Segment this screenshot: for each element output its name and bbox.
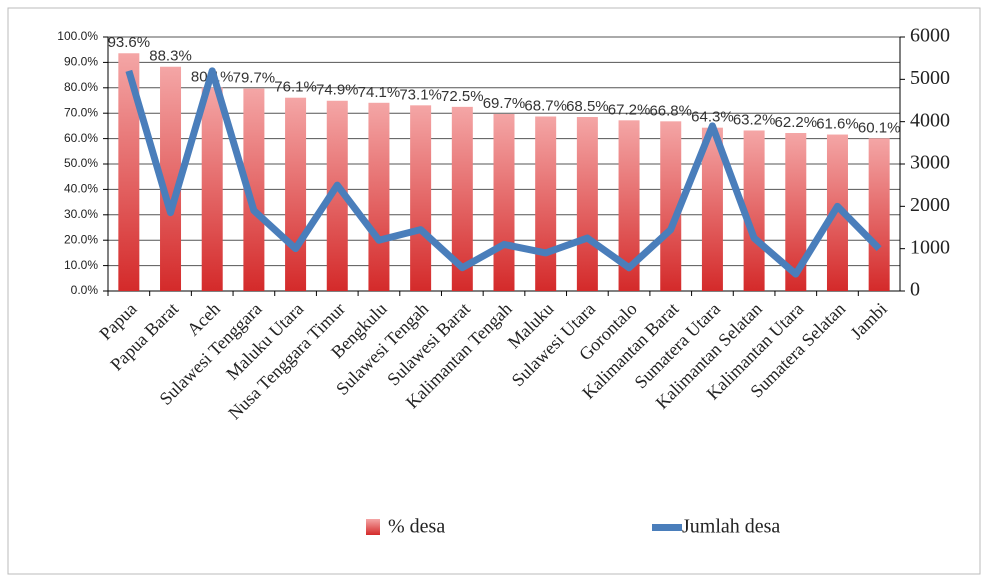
y-tick-label: 20.0% (64, 232, 98, 246)
value-label: 63.2% (733, 111, 776, 128)
value-label: 74.1% (358, 84, 401, 101)
y-tick-label: 30.0% (64, 207, 98, 221)
y-tick-label: 40.0% (64, 182, 98, 196)
value-label: 69.7% (483, 95, 526, 112)
bar (785, 133, 807, 291)
bar (118, 53, 140, 292)
value-label: 68.5% (566, 98, 609, 115)
value-label: 74.9% (316, 82, 359, 99)
bar (410, 105, 432, 292)
bar (243, 88, 265, 291)
bar (701, 127, 723, 291)
bar (285, 97, 307, 292)
bar (743, 130, 765, 291)
bar (618, 120, 640, 291)
y-tick-label: 70.0% (64, 105, 98, 119)
y2-tick-label: 1000 (910, 236, 950, 258)
value-label: 93.6% (108, 34, 151, 51)
bar (201, 87, 223, 292)
legend-swatch (366, 519, 380, 535)
y2-tick-label: 5000 (910, 67, 950, 89)
y2-tick-label: 6000 (910, 25, 950, 47)
bar (535, 116, 557, 291)
y2-tick-label: 3000 (910, 152, 950, 174)
y-tick-label: 60.0% (64, 131, 98, 145)
value-label: 73.1% (399, 86, 442, 103)
x-tick-label: Jambi (846, 299, 891, 344)
value-label: 62.2% (775, 114, 818, 131)
legend-label: Jumlah desa (682, 516, 780, 538)
y-tick-label: 80.0% (64, 80, 98, 94)
bar (326, 100, 348, 291)
chart-frame (7, 7, 981, 575)
value-label: 66.8% (649, 102, 692, 119)
legend-swatch (652, 524, 682, 531)
y-tick-label: 100.0% (57, 29, 98, 43)
bar (451, 106, 473, 291)
value-label: 72.5% (441, 88, 484, 105)
y-tick-label: 50.0% (64, 156, 98, 170)
value-label: 76.1% (274, 79, 317, 96)
value-label: 67.2% (608, 101, 651, 118)
y-tick-label: 10.0% (64, 258, 98, 272)
y2-tick-label: 4000 (910, 109, 950, 131)
value-label: 68.7% (524, 97, 567, 114)
value-label: 88.3% (149, 48, 192, 65)
bar (868, 138, 890, 291)
bar (576, 117, 598, 291)
y2-tick-label: 2000 (910, 194, 950, 216)
value-label: 64.3% (691, 109, 734, 126)
line-series (125, 67, 882, 278)
bar (660, 121, 682, 291)
bar (160, 66, 182, 291)
value-label: 79.7% (233, 70, 276, 87)
value-label: 60.1% (858, 119, 901, 136)
value-label: 61.6% (816, 116, 859, 133)
legend-label: % desa (388, 516, 445, 538)
y-tick-label: 90.0% (64, 55, 98, 69)
y2-tick-label: 0 (910, 279, 920, 301)
bar (493, 113, 515, 291)
bar (368, 102, 390, 291)
y-tick-label: 0.0% (71, 283, 99, 297)
